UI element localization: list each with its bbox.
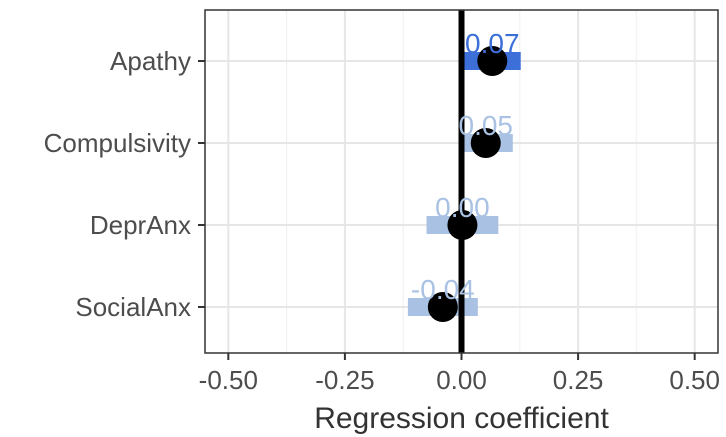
x-axis-ticks: -0.50 -0.25 0.00 0.25 0.50 — [199, 353, 720, 395]
data-label-socialanx: -0.04 — [411, 274, 475, 305]
y-tick-label-depranx: DeprAnx — [90, 210, 191, 240]
data-label-compulsivity: 0.05 — [459, 110, 514, 141]
point-layer — [427, 46, 508, 322]
point-depranx — [447, 210, 478, 240]
data-label-layer: 0.07 0.05 0.00 -0.04 — [411, 28, 520, 305]
y-tick-label-compulsivity: Compulsivity — [44, 128, 191, 158]
x-tick-label-2: 0.00 — [436, 365, 487, 395]
x-tick-label-3: 0.25 — [553, 365, 604, 395]
x-tick-label-1: -0.25 — [315, 365, 374, 395]
x-tick-label-0: -0.50 — [199, 365, 258, 395]
y-axis-ticks: Apathy Compulsivity DeprAnx SocialAnx — [44, 46, 205, 322]
data-label-apathy: 0.07 — [465, 28, 520, 59]
y-tick-label-socialanx: SocialAnx — [75, 292, 191, 322]
y-tick-label-apathy: Apathy — [110, 46, 191, 76]
point-socialanx — [427, 292, 458, 322]
data-label-depranx: 0.00 — [435, 192, 490, 223]
point-apathy — [477, 46, 508, 76]
x-axis-title: Regression coefficient — [314, 402, 609, 435]
point-compulsivity — [470, 128, 501, 158]
x-tick-label-4: 0.50 — [669, 365, 720, 395]
